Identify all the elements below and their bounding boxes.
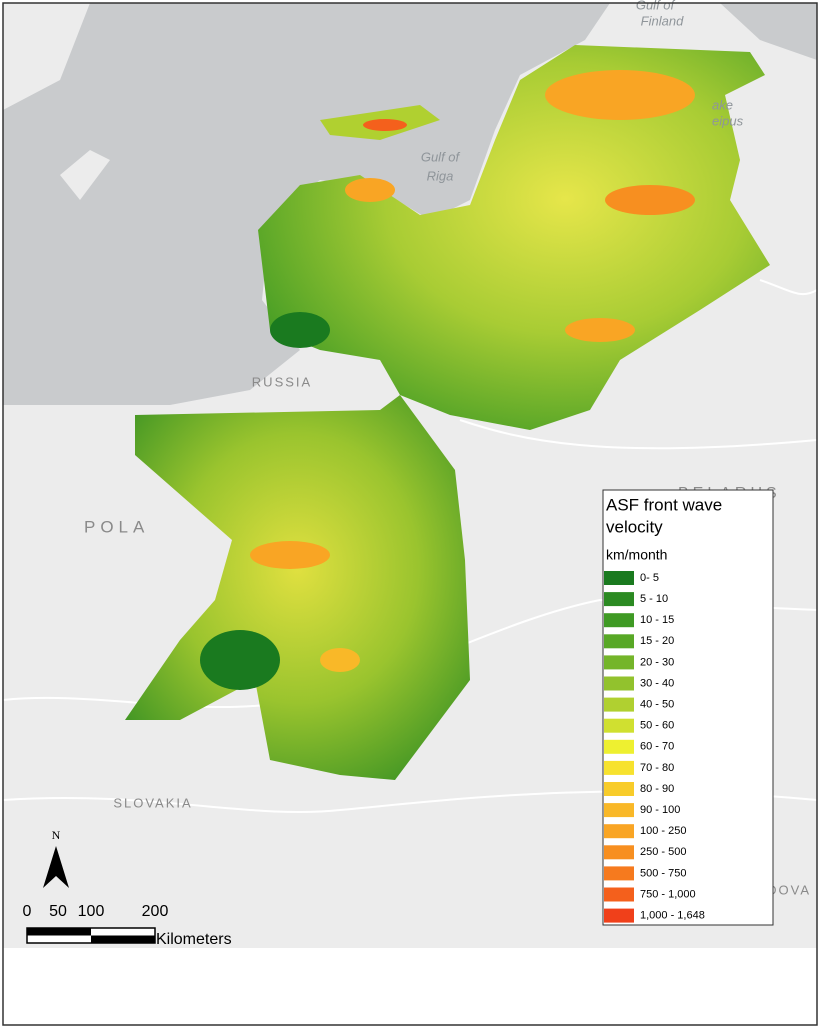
north-arrow: N — [43, 828, 69, 888]
scale-unit: Kilometers — [156, 931, 232, 948]
legend-swatch — [604, 718, 634, 733]
scale-label: 50 — [49, 903, 67, 920]
legend-label: 30 - 40 — [640, 677, 674, 689]
country-label: RUSSIA — [252, 374, 312, 389]
islands — [3, 3, 110, 200]
legend-label: 40 - 50 — [640, 699, 674, 711]
legend-swatch — [604, 655, 634, 670]
country-label: SLOVAKIA — [113, 795, 192, 810]
asf-area-baltic — [258, 45, 770, 430]
legend-label: 90 - 100 — [640, 804, 680, 816]
sea — [3, 3, 610, 405]
legend-swatch — [604, 824, 634, 839]
scale-label: 0 — [23, 903, 32, 920]
legend-swatch — [604, 845, 634, 860]
legend: ASF front wave velocity km/month 0- 5 5 -… — [602, 489, 774, 926]
scale-segment — [91, 935, 155, 943]
legend-label: 10 - 15 — [640, 614, 674, 626]
legend-label: 250 - 500 — [640, 846, 686, 858]
legend-swatch — [604, 634, 634, 649]
scale-label: 200 — [142, 903, 169, 920]
legend-label: 0- 5 — [640, 572, 659, 584]
hotspots — [200, 70, 695, 690]
legend-swatch — [604, 697, 634, 712]
scale-label: 100 — [78, 903, 105, 920]
legend-swatch — [604, 592, 634, 607]
scale-bar: 0 50 100 200 Kilometers — [23, 903, 232, 948]
asf-area-poland — [125, 395, 470, 780]
legend-label: 500 - 750 — [640, 867, 686, 879]
legend-label: 60 - 70 — [640, 741, 674, 753]
north-label: N — [52, 828, 61, 842]
water-label: Finland — [641, 13, 684, 28]
water-label: eipus — [712, 113, 744, 128]
legend-label: 5 - 10 — [640, 593, 668, 605]
water-label: ake — [712, 97, 733, 112]
legend-label: 80 - 90 — [640, 783, 674, 795]
legend-label: 1,000 - 1,648 — [640, 910, 705, 922]
legend-swatch — [604, 866, 634, 881]
arrow — [43, 846, 69, 888]
legend-swatch — [604, 760, 634, 775]
scale-segment — [27, 928, 91, 936]
legend-label: 20 - 30 — [640, 656, 674, 668]
legend-title: velocity — [606, 517, 663, 536]
legend-swatch — [604, 803, 634, 818]
water-label: Gulf of — [421, 149, 461, 164]
legend-label: 15 - 20 — [640, 635, 674, 647]
water-label: Riga — [427, 168, 454, 183]
legend-swatch — [604, 571, 634, 585]
legend-label: 750 - 1,000 — [640, 888, 696, 900]
legend-label: 50 - 60 — [640, 720, 674, 732]
legend-swatch — [604, 887, 634, 902]
legend-label: 70 - 80 — [640, 762, 674, 774]
legend-swatch — [604, 782, 634, 796]
gulf-finland — [720, 3, 817, 60]
legend-swatch — [604, 908, 634, 923]
country-label: POLA — [84, 517, 149, 536]
legend-unit: km/month — [606, 547, 667, 563]
legend-label: 100 - 250 — [640, 825, 686, 837]
legend-swatch — [604, 676, 634, 691]
legend-title: ASF front wave — [606, 495, 722, 514]
legend-swatch — [604, 739, 634, 754]
water-label: Gulf of — [636, 0, 676, 12]
legend-swatch — [604, 613, 634, 628]
